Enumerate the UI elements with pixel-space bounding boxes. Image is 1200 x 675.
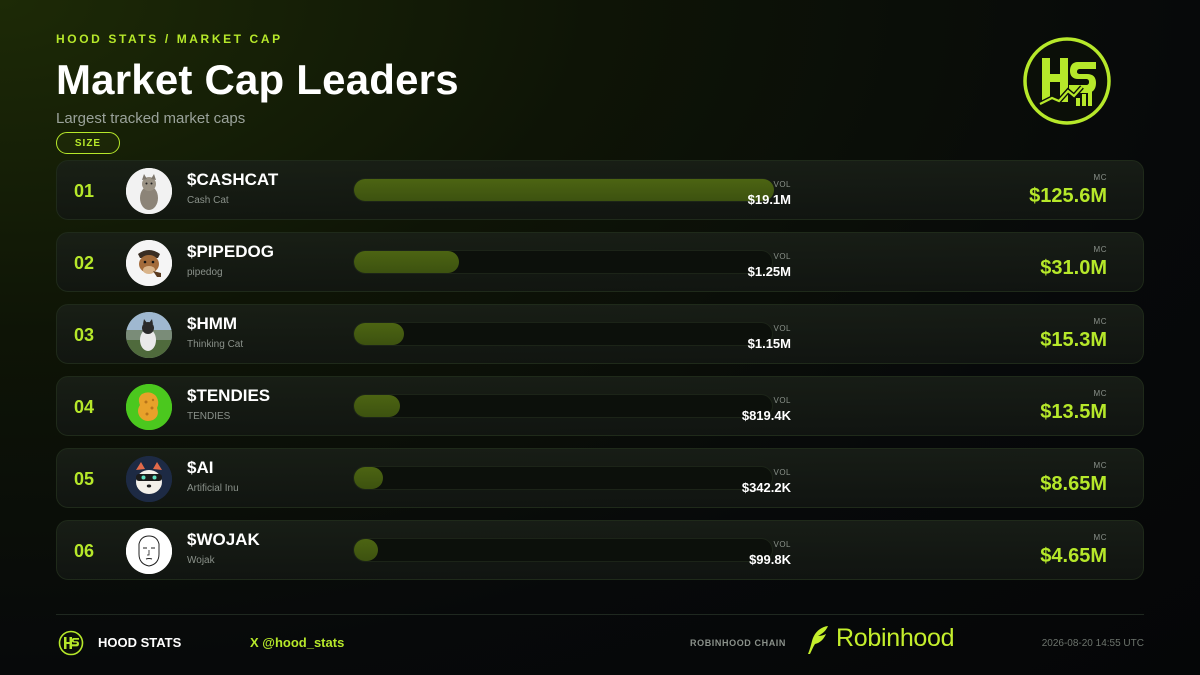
row-token-name: Wojak xyxy=(187,555,215,566)
vol-value: $99.8K xyxy=(749,552,791,567)
cat-photo-icon xyxy=(126,168,172,214)
leaderboard-row[interactable]: 01 $CASHCAT Cash Cat VOL $19.1M MC $125.6M xyxy=(56,160,1144,220)
masked-dog-icon xyxy=(126,456,172,502)
row-token-name: Cash Cat xyxy=(187,195,229,206)
mc-label: MC xyxy=(1093,389,1107,398)
mc-value: $8.65M xyxy=(1040,473,1107,495)
dog-with-pipe-icon xyxy=(126,240,172,286)
volume-bar-fill xyxy=(354,251,459,273)
breadcrumb: HOOD STATS / MARKET CAP xyxy=(56,32,283,46)
chicken-tender-icon xyxy=(126,384,172,430)
leaderboard-row[interactable]: 06 $WOJAK Wojak VOL $99.8K MC $4.65M xyxy=(56,520,1144,580)
row-ticker: $AI xyxy=(187,458,214,477)
volume-bar-track xyxy=(353,250,773,274)
volume-bar-track xyxy=(353,178,774,202)
row-rank: 06 xyxy=(74,541,95,561)
leaderboard-row[interactable]: 05 $AI Artificial Inu VOL $342.2K MC $8.65M xyxy=(56,448,1144,508)
row-rank: 02 xyxy=(74,253,95,273)
wojak-face-icon xyxy=(126,528,172,574)
mc-label: MC xyxy=(1093,461,1107,470)
row-rank: 03 xyxy=(74,325,95,345)
footer-chain-label: ROBINHOOD CHAIN xyxy=(690,638,786,648)
footer-timestamp: 2026-08-20 14:55 UTC xyxy=(1041,638,1144,649)
mc-label: MC xyxy=(1093,317,1107,326)
mc-value: $31.0M xyxy=(1040,257,1107,279)
volume-bar-track xyxy=(353,322,773,346)
row-token-name: Artificial Inu xyxy=(187,483,239,494)
volume-bar-track xyxy=(353,466,773,490)
row-ticker: $PIPEDOG xyxy=(187,242,274,261)
leaderboard-list: 01 $CASHCAT Cash Cat VOL $19.1M MC $125.6M 02 $P… xyxy=(56,160,1144,592)
volume-bar-fill xyxy=(354,323,404,345)
row-ticker: $TENDIES xyxy=(187,386,271,405)
volume-bar-fill xyxy=(354,467,383,489)
row-rank: 01 xyxy=(74,181,95,201)
leaderboard-row[interactable]: 04 $TENDIES TENDIES VOL $819.4K MC $13.5M xyxy=(56,376,1144,436)
hood-stats-footer-logo-icon xyxy=(58,630,84,656)
hood-stats-logo-icon xyxy=(1023,37,1111,125)
vol-label: VOL xyxy=(773,180,791,189)
vol-value: $1.25M xyxy=(747,264,791,279)
row-token-name: Thinking Cat xyxy=(187,339,244,350)
row-ticker: $CASHCAT xyxy=(187,170,279,189)
robinhood-wordmark: Robinhood xyxy=(836,624,955,652)
footer-brand: HOOD STATS xyxy=(98,635,182,650)
vol-value: $342.2K xyxy=(741,480,791,495)
row-rank: 04 xyxy=(74,397,95,417)
footer-divider xyxy=(56,614,1144,615)
leaderboard-row[interactable]: 02 $PIPEDOG pipedog VOL $1.25M MC $31.0M xyxy=(56,232,1144,292)
sort-size-pill[interactable]: SIZE xyxy=(56,132,120,154)
leaderboard-row[interactable]: 03 $HMM Thinking Cat VOL $1.15M MC $15.3M xyxy=(56,304,1144,364)
footer-x-handle-link[interactable]: X @hood_stats xyxy=(250,635,345,650)
thinking-cat-photo-icon xyxy=(126,312,172,358)
row-token-name: pipedog xyxy=(187,267,223,278)
mc-value: $13.5M xyxy=(1040,401,1107,423)
vol-value: $1.15M xyxy=(747,336,791,351)
volume-bar-fill xyxy=(354,179,774,201)
volume-bar-fill xyxy=(354,539,378,561)
row-ticker: $WOJAK xyxy=(187,530,260,549)
robinhood-feather-icon xyxy=(808,626,828,654)
row-ticker: $HMM xyxy=(187,314,238,333)
mc-value: $4.65M xyxy=(1040,545,1107,567)
mc-value: $15.3M xyxy=(1040,329,1107,351)
row-rank: 05 xyxy=(74,469,95,489)
vol-label: VOL xyxy=(773,324,791,333)
vol-label: VOL xyxy=(773,540,791,549)
mc-value: $125.6M xyxy=(1029,185,1107,207)
row-token-name: TENDIES xyxy=(187,411,231,422)
volume-bar-track xyxy=(353,538,773,562)
mc-label: MC xyxy=(1093,245,1107,254)
vol-label: VOL xyxy=(773,468,791,477)
mc-label: MC xyxy=(1093,173,1107,182)
volume-bar-fill xyxy=(354,395,400,417)
vol-label: VOL xyxy=(773,252,791,261)
vol-value: $819.4K xyxy=(741,408,791,423)
volume-bar-track xyxy=(353,394,773,418)
mc-label: MC xyxy=(1093,533,1107,542)
vol-value: $19.1M xyxy=(747,192,791,207)
page-title: Market Cap Leaders xyxy=(56,56,459,103)
page-subtitle: Largest tracked market caps xyxy=(56,110,246,127)
vol-label: VOL xyxy=(773,396,791,405)
